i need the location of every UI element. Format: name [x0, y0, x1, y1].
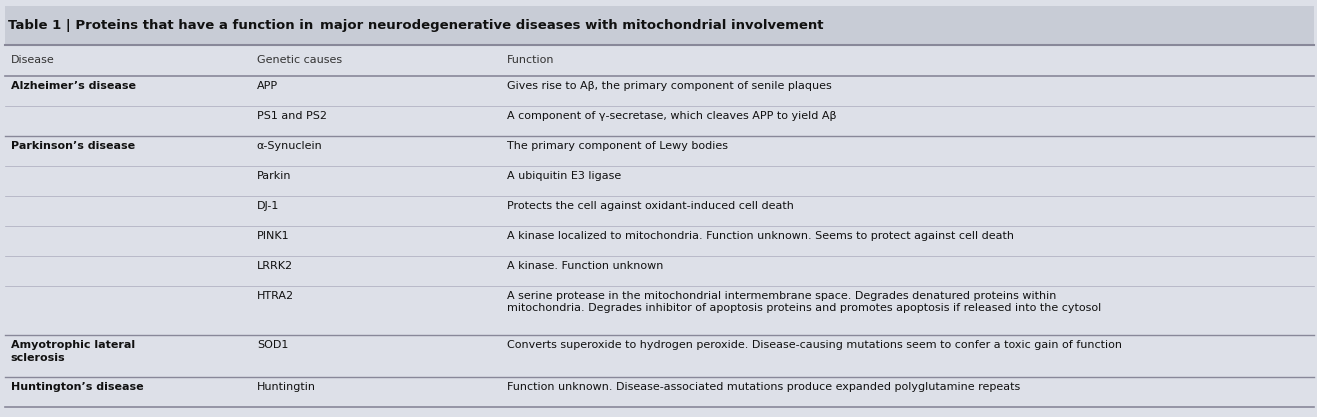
- Text: Parkin: Parkin: [257, 171, 291, 181]
- Bar: [5, 76, 1314, 106]
- Bar: [5, 136, 1314, 166]
- Text: A kinase. Function unknown: A kinase. Function unknown: [507, 261, 664, 271]
- Bar: [5, 256, 1314, 286]
- Bar: [5, 226, 1314, 256]
- Text: Alzheimer’s disease: Alzheimer’s disease: [11, 81, 136, 91]
- Text: LRRK2: LRRK2: [257, 261, 292, 271]
- Text: Disease: Disease: [11, 55, 54, 65]
- Text: A kinase localized to mitochondria. Function unknown. Seems to protect against c: A kinase localized to mitochondria. Func…: [507, 231, 1014, 241]
- Text: Table 1 | Proteins that have a function in: Table 1 | Proteins that have a function …: [8, 19, 317, 32]
- Text: Huntington’s disease: Huntington’s disease: [11, 382, 144, 392]
- Bar: [5, 377, 1314, 407]
- Text: A ubiquitin E3 ligase: A ubiquitin E3 ligase: [507, 171, 622, 181]
- Text: Gives rise to Aβ, the primary component of senile plaques: Gives rise to Aβ, the primary component …: [507, 81, 832, 91]
- Bar: [5, 286, 1314, 335]
- Text: major neurodegenerative diseases with mitochondrial involvement: major neurodegenerative diseases with mi…: [320, 19, 823, 32]
- Text: Amyotrophic lateral
sclerosis: Amyotrophic lateral sclerosis: [11, 340, 134, 363]
- Text: A component of γ-secretase, which cleaves APP to yield Aβ: A component of γ-secretase, which cleave…: [507, 111, 836, 121]
- Text: PS1 and PS2: PS1 and PS2: [257, 111, 327, 121]
- Text: Parkinson’s disease: Parkinson’s disease: [11, 141, 134, 151]
- Text: APP: APP: [257, 81, 278, 91]
- Bar: [5, 6, 1314, 45]
- Text: Converts superoxide to hydrogen peroxide. Disease-causing mutations seem to conf: Converts superoxide to hydrogen peroxide…: [507, 340, 1122, 350]
- Bar: [5, 196, 1314, 226]
- Bar: [5, 166, 1314, 196]
- Text: PINK1: PINK1: [257, 231, 290, 241]
- Text: Genetic causes: Genetic causes: [257, 55, 342, 65]
- Text: HTRA2: HTRA2: [257, 291, 294, 301]
- Bar: [5, 106, 1314, 136]
- Text: Function: Function: [507, 55, 554, 65]
- Text: DJ-1: DJ-1: [257, 201, 279, 211]
- Bar: [5, 45, 1314, 76]
- Text: The primary component of Lewy bodies: The primary component of Lewy bodies: [507, 141, 728, 151]
- Text: SOD1: SOD1: [257, 340, 288, 350]
- Bar: [5, 335, 1314, 377]
- Text: α-Synuclein: α-Synuclein: [257, 141, 323, 151]
- Text: Huntingtin: Huntingtin: [257, 382, 316, 392]
- Text: Function unknown. Disease-associated mutations produce expanded polyglutamine re: Function unknown. Disease-associated mut…: [507, 382, 1021, 392]
- Text: A serine protease in the mitochondrial intermembrane space. Degrades denatured p: A serine protease in the mitochondrial i…: [507, 291, 1101, 314]
- Text: Protects the cell against oxidant-induced cell death: Protects the cell against oxidant-induce…: [507, 201, 794, 211]
